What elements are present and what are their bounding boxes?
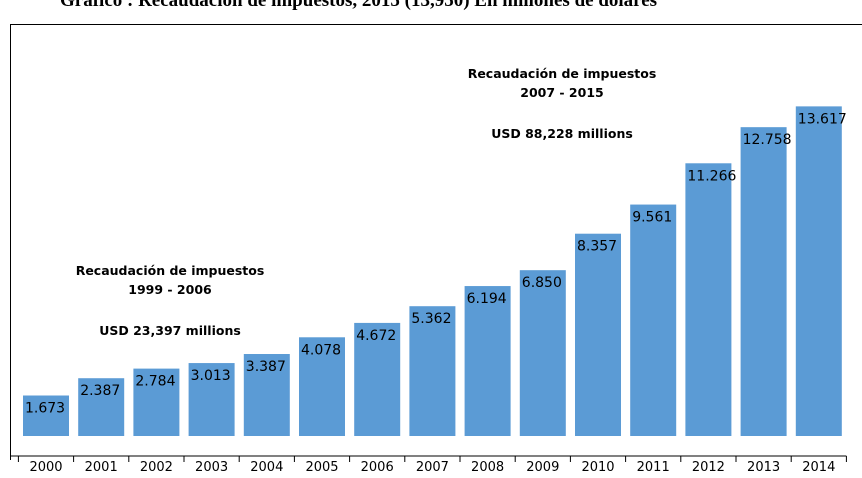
data-label-2002: 2.784 [135,374,175,390]
x-tick-2010: 2010 [581,460,614,475]
x-tick-2001: 2001 [85,460,118,475]
bar-2004 [243,354,290,436]
annotation-title: Recaudación de impuestos [76,263,265,278]
bar-2013 [740,127,787,437]
x-tick-2003: 2003 [195,460,228,475]
data-label-2006: 4.672 [356,328,396,344]
bar-2012 [685,163,732,437]
x-tick-2000: 2000 [29,460,62,475]
bar-2002 [133,368,180,436]
bars-layer: 1.673 2.387 2.784 3.013 3.387 4.078 4.672 5.362… [23,106,847,437]
x-tick-2005: 2005 [305,460,338,475]
x-tick-2002: 2002 [140,460,173,475]
annotation-title: Recaudación de impuestos [468,66,657,81]
data-label-2009: 6.850 [522,275,562,291]
x-tick-2004: 2004 [250,460,283,475]
bar-2010 [575,233,621,436]
x-tick-2009: 2009 [526,460,559,475]
annotations: Recaudación de impuestos 1999 - 2006 USD 2… [76,66,657,338]
bar-2005 [299,337,345,436]
x-tick-2011: 2011 [637,460,670,475]
x-tick-2008: 2008 [471,460,504,475]
bar-2001 [78,378,125,436]
bar-2006 [354,322,401,436]
data-label-2001: 2.387 [80,383,120,399]
bar-2007 [409,306,456,436]
annotation-period: 1999 - 2006 [128,282,212,297]
bar-2009 [519,270,566,436]
data-label-2013: 12.758 [743,132,792,148]
data-label-2008: 6.194 [467,291,507,307]
x-tick-2014: 2014 [802,460,835,475]
x-tick-2013: 2013 [747,460,780,475]
x-tick-2007: 2007 [416,460,449,475]
data-label-2014: 13.617 [798,111,847,127]
x-axis: 2000 2001 2002 2003 2004 2005 2006 2007 2008 2009… [11,455,847,475]
data-label-2007: 5.362 [411,311,451,327]
annotation-total: USD 88,228 millions [491,126,633,141]
data-label-2012: 11.266 [687,168,736,184]
bar-2008 [464,286,511,436]
annotation-period: 2007 - 2015 [520,85,603,100]
data-label-2004: 3.387 [246,359,286,375]
chart-frame: 1.673 2.387 2.784 3.013 3.387 4.078 4.672 5.362… [10,24,862,475]
bar-2011 [630,204,677,436]
data-label-2011: 9.561 [632,210,672,226]
annotation-total: USD 23,397 millions [99,323,241,338]
data-label-2000: 1.673 [25,401,65,417]
data-label-2005: 4.078 [301,342,341,358]
data-label-2010: 8.357 [577,239,617,255]
bar-2003 [188,363,235,436]
bar-chart: 1.673 2.387 2.784 3.013 3.387 4.078 4.672 5.362… [11,66,847,475]
data-label-2003: 3.013 [191,368,231,384]
page-title: Gráfico : Recaudación de impuestos, 2015… [60,0,658,11]
x-tick-2012: 2012 [692,460,725,475]
x-tick-2006: 2006 [361,460,394,475]
bar-2000 [23,395,69,436]
bar-2014 [795,106,842,436]
